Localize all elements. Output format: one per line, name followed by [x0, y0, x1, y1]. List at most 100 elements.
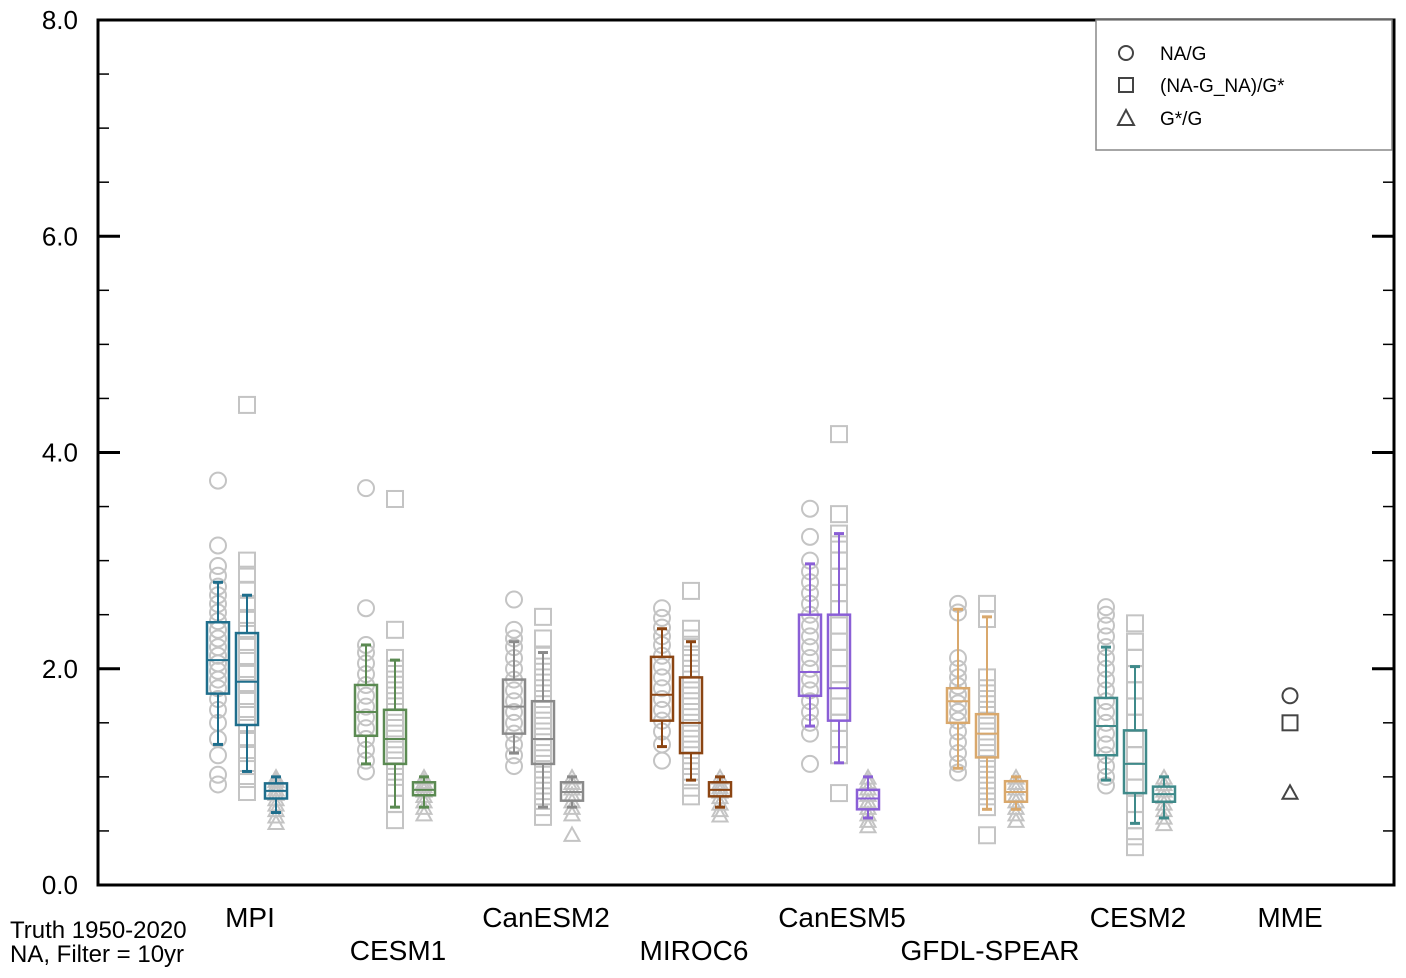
member-square: [830, 505, 848, 524]
member-circle: [209, 775, 227, 794]
member-triangle: [562, 825, 582, 842]
member-square: [534, 700, 552, 719]
member-circle: [949, 694, 967, 713]
box-iqr: [797, 613, 823, 698]
member-square: [534, 733, 552, 752]
box-canesm5-0: [797, 562, 823, 728]
member-square: [1126, 632, 1144, 651]
box-mpi-2: [263, 775, 289, 815]
y-tick-label: 6.0: [42, 221, 78, 251]
member-square: [682, 619, 700, 638]
member-square: [830, 632, 848, 651]
member-square: [386, 811, 404, 830]
box-iqr: [855, 788, 881, 811]
member-circle: [209, 746, 227, 765]
model-label: CESM1: [350, 935, 446, 966]
member-square: [534, 744, 552, 763]
member-square: [534, 807, 552, 826]
member-square: [830, 425, 848, 444]
member-circle: [801, 627, 819, 646]
legend-square-marker: [1118, 77, 1134, 93]
truth-note-line-1: Truth 1950-2020: [10, 917, 187, 944]
model-label-mme: MME: [1257, 902, 1322, 933]
member-circle: [1097, 598, 1115, 617]
member-circle: [801, 638, 819, 657]
box-iqr: [974, 712, 1000, 759]
member-square: [1126, 614, 1144, 633]
model-label: CanESM5: [778, 902, 906, 933]
member-square: [830, 681, 848, 700]
legend: NA/G (NA-G_NA)/G* G*/G: [1095, 19, 1393, 151]
member-square: [978, 733, 996, 752]
member-square: [1126, 827, 1144, 846]
member-circle: [801, 754, 819, 773]
member-square: [238, 703, 256, 721]
member-circle: [209, 471, 227, 490]
member-triangle: [414, 776, 434, 794]
member-square: [830, 784, 848, 803]
box-iqr: [411, 781, 437, 797]
member-circle: [357, 697, 375, 716]
model-label: GFDL-SPEAR: [901, 935, 1080, 966]
y-tick-label: 0.0: [42, 870, 78, 900]
box-canesm2-2: [559, 775, 585, 809]
member-square: [830, 697, 848, 716]
box-canesm2-0: [501, 640, 527, 755]
box-iqr: [382, 708, 408, 766]
member-square: [830, 616, 848, 635]
member-circle: [209, 629, 227, 648]
box-iqr: [234, 631, 260, 727]
member-square: [1126, 746, 1144, 765]
box-iqr: [678, 676, 704, 755]
box-cesm1-0: [353, 643, 379, 766]
member-circle: [949, 703, 967, 721]
y-tick-label: 8.0: [42, 5, 78, 35]
member-circle: [653, 608, 671, 627]
member-circle: [1097, 735, 1115, 754]
member-circle: [357, 686, 375, 705]
box-iqr: [353, 683, 379, 738]
member-square: [1126, 730, 1144, 749]
member-square: [978, 594, 996, 613]
member-square: [238, 783, 256, 802]
member-square: [238, 648, 256, 667]
mme-square-marker: [1281, 714, 1299, 732]
legend-label-na-g: NA/G: [1160, 44, 1206, 65]
legend-label-gstar-g: G*/G: [1160, 109, 1202, 130]
member-square: [238, 395, 256, 414]
box-iqr: [205, 621, 231, 695]
member-circle: [505, 692, 523, 711]
member-circle: [209, 557, 227, 576]
box-iqr: [530, 699, 556, 766]
box-miroc6-0: [649, 627, 675, 749]
box-cesm1-1: [382, 658, 408, 809]
legend-frame: [1095, 19, 1393, 151]
member-square: [978, 826, 996, 845]
box-iqr: [1122, 729, 1148, 795]
box-cesm1-2: [411, 775, 437, 809]
member-circle: [357, 599, 375, 618]
member-circle: [801, 648, 819, 667]
member-square: [386, 724, 404, 743]
member-square: [534, 722, 552, 741]
member-triangle: [266, 771, 286, 788]
member-circle: [505, 757, 523, 776]
model-label: CanESM2: [482, 902, 610, 933]
box-cesm2-2: [1151, 775, 1177, 820]
member-square: [534, 607, 552, 626]
member-triangle: [266, 779, 286, 797]
member-square: [238, 551, 256, 570]
member-circle: [505, 590, 523, 609]
truth-note-line-2: NA, Filter = 10yr: [10, 941, 184, 968]
model-label: CESM2: [1090, 902, 1186, 933]
box-whiskers-layer: [205, 532, 1300, 825]
member-circle: [1097, 616, 1115, 635]
member-square: [1126, 648, 1144, 667]
member-circle: [653, 690, 671, 709]
mme-circle-marker: [1281, 687, 1299, 705]
member-circle: [653, 668, 671, 687]
member-square: [682, 735, 700, 754]
axes-layer: 0.0 2.0 4.0 6.0 8.0: [42, 5, 1396, 900]
box-iqr: [826, 613, 852, 722]
